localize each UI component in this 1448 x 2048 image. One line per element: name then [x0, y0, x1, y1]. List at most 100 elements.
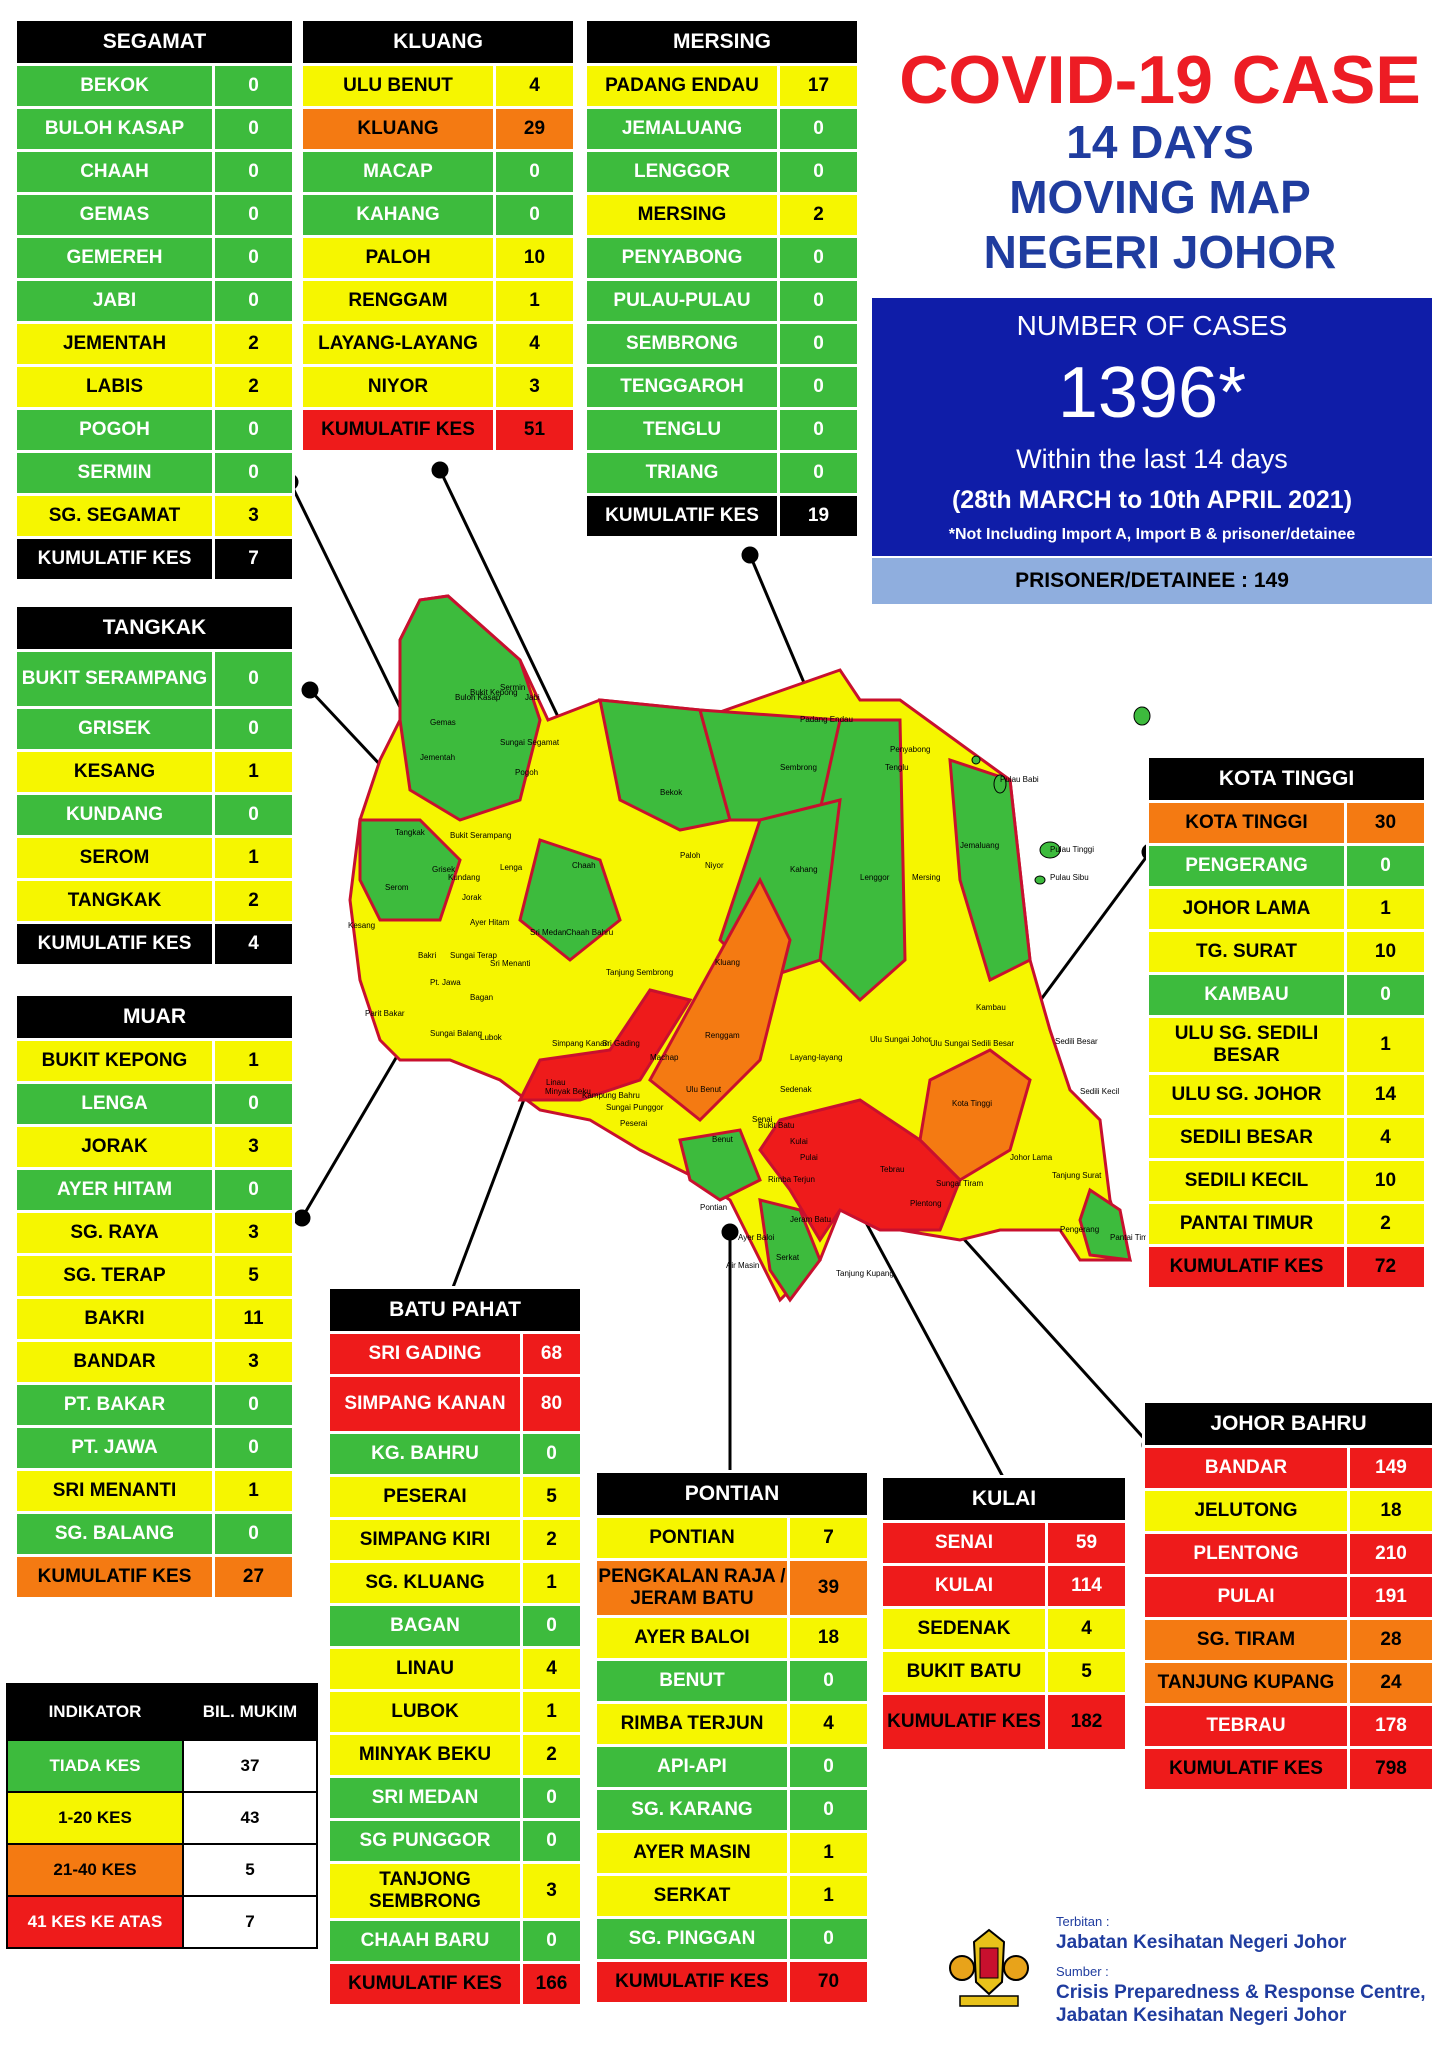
footer-publisher: Jabatan Kesihatan Negeri Johor: [1056, 1932, 1347, 1953]
total-label: KUMULATIF KES: [1146, 1244, 1347, 1290]
table-row: KAHANG 0: [300, 192, 576, 238]
table-row: SEDILI BESAR 4: [1146, 1115, 1427, 1161]
table-row: TANGKAK 2: [14, 878, 295, 924]
mukim-cases: 10: [1344, 929, 1427, 975]
mukim-name: SIMPANG KIRI: [327, 1517, 523, 1563]
mukim-cases: 0: [212, 792, 295, 838]
table-row: PANTAI TIMUR 2: [1146, 1201, 1427, 1247]
map-label: Kesang: [348, 921, 375, 930]
footer-source-line1: Crisis Preparedness & Response Centre,: [1056, 1982, 1426, 2003]
total-row: KUMULATIF KES 798: [1142, 1746, 1435, 1792]
table-row: LENGGOR 0: [584, 149, 860, 195]
mukim-name: CHAAH: [14, 149, 215, 195]
table-row: BAKRI 11: [14, 1296, 295, 1342]
mukim-cases: 28: [1347, 1617, 1435, 1663]
footer-source-label: Sumber :: [1056, 1964, 1109, 1979]
map-label: Tenglu: [885, 763, 909, 772]
mukim-name: TRIANG: [584, 450, 780, 496]
mukim-name: SG. BALANG: [14, 1511, 215, 1557]
mukim-cases: 80: [520, 1374, 583, 1434]
table-row: SERMIN 0: [14, 450, 295, 496]
district-name: BATU PAHAT: [327, 1286, 583, 1334]
map-label: Gemas: [430, 718, 456, 727]
mukim-cases: 0: [212, 706, 295, 752]
table-row: SG. SEGAMAT 3: [14, 493, 295, 539]
mukim-name: PT. BAKAR: [14, 1382, 215, 1428]
mukim-cases: 0: [777, 235, 860, 281]
mukim-cases: 3: [520, 1861, 583, 1921]
mukim-name: ULU SG. SEDILI BESAR: [1146, 1015, 1347, 1075]
total-value: 70: [787, 1959, 870, 2005]
map-label: Padang Endau: [800, 715, 853, 724]
table-row: TRIANG 0: [584, 450, 860, 496]
table-row: CHAAH BARU 0: [327, 1918, 583, 1964]
map-label: Jemaluang: [960, 841, 999, 850]
total-row: KUMULATIF KES 51: [300, 407, 576, 453]
map-label: Serkat: [776, 1253, 800, 1262]
table-row: LINAU 4: [327, 1646, 583, 1692]
table-row: SG. TERAP 5: [14, 1253, 295, 1299]
table-row: KAMBAU 0: [1146, 972, 1427, 1018]
title-line2: 14 DAYS: [1066, 116, 1254, 168]
mukim-cases: 4: [493, 321, 576, 367]
mukim-cases: 2: [212, 878, 295, 924]
map-label: Niyor: [705, 861, 724, 870]
map-label: Linau: [546, 1078, 566, 1087]
mukim-cases: 178: [1347, 1703, 1435, 1749]
mukim-cases: 10: [1344, 1158, 1427, 1204]
mukim-name: SG. TIRAM: [1142, 1617, 1350, 1663]
map-label: Renggam: [705, 1031, 740, 1040]
table-row: API-API 0: [594, 1744, 870, 1790]
map-label: Minyak Beku: [545, 1087, 591, 1096]
mukim-name: JORAK: [14, 1124, 215, 1170]
map-label: Sermin: [500, 683, 525, 692]
mukim-cases: 1: [212, 1038, 295, 1084]
mukim-cases: 59: [1045, 1520, 1128, 1566]
table-row: SG. TIRAM 28: [1142, 1617, 1435, 1663]
mukim-cases: 0: [520, 1775, 583, 1821]
table-row: SIMPANG KIRI 2: [327, 1517, 583, 1563]
map-label: Sri Gading: [602, 1039, 640, 1048]
district-name: KULAI: [880, 1475, 1128, 1523]
legend-label: TIADA KES: [6, 1739, 184, 1793]
mukim-cases: 4: [1045, 1606, 1128, 1652]
table-row: AYER HITAM 0: [14, 1167, 295, 1213]
table-row: SG PUNGGOR 0: [327, 1818, 583, 1864]
mukim-name: AYER MASIN: [594, 1830, 790, 1876]
mukim-cases: 0: [212, 1081, 295, 1127]
jata-crest-icon: [949, 1928, 1029, 2007]
mukim-cases: 0: [787, 1787, 870, 1833]
map-label: Sungai Tiram: [936, 1179, 983, 1188]
total-value: 51: [493, 407, 576, 453]
mukim-name: MACAP: [300, 149, 496, 195]
mukim-cases: 0: [212, 192, 295, 238]
total-label: KUMULATIF KES: [14, 536, 215, 582]
district-name: MERSING: [584, 18, 860, 66]
title-line4: NEGERI JOHOR: [983, 226, 1337, 278]
total-value: 27: [212, 1554, 295, 1600]
table-row: BEKOK 0: [14, 63, 295, 109]
map-label: Bukit Serampang: [450, 831, 511, 840]
mukim-cases: 2: [520, 1517, 583, 1563]
footer: Terbitan : Jabatan Kesihatan Negeri Joho…: [944, 1912, 1444, 2032]
mukim-cases: 0: [212, 106, 295, 152]
mukim-name: GEMAS: [14, 192, 215, 238]
map-label: Grisek: [432, 865, 456, 874]
legend-label: 21-40 KES: [6, 1843, 184, 1897]
table-row: SEDILI KECIL 10: [1146, 1158, 1427, 1204]
table-row: SRI GADING 68: [327, 1331, 583, 1377]
table-row: BANDAR 3: [14, 1339, 295, 1385]
total-label: KUMULATIF KES: [300, 407, 496, 453]
mukim-cases: 5: [212, 1253, 295, 1299]
map-label: Sungai Terap: [450, 951, 498, 960]
mukim-cases: 11: [212, 1296, 295, 1342]
table-row: PT. JAWA 0: [14, 1425, 295, 1471]
title-line3: MOVING MAP: [1009, 171, 1311, 223]
mukim-name: PANTAI TIMUR: [1146, 1201, 1347, 1247]
table-row: PENGKALAN RAJA / JERAM BATU 39: [594, 1558, 870, 1618]
table-row: TANJUNG KUPANG 24: [1142, 1660, 1435, 1706]
map-label: Pulau Sibu: [1050, 873, 1089, 882]
mukim-name: LUBOK: [327, 1689, 523, 1735]
mukim-cases: 0: [520, 1603, 583, 1649]
mukim-cases: 1: [1344, 886, 1427, 932]
